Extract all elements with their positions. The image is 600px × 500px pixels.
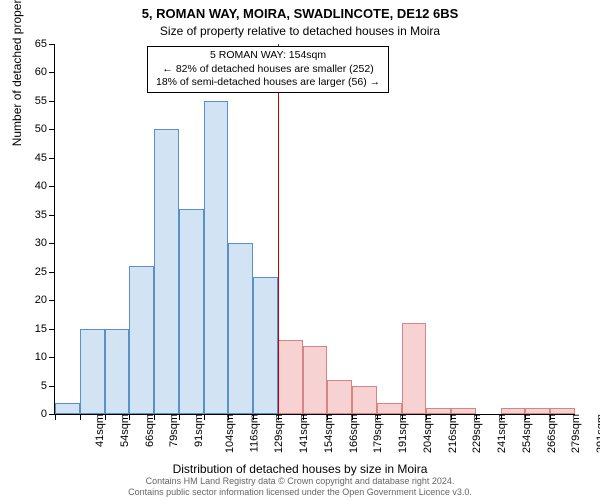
x-tick-label: 79sqm	[160, 414, 180, 447]
histogram-bar	[228, 243, 253, 414]
histogram-bar	[105, 329, 130, 414]
histogram-bar	[179, 209, 204, 414]
y-tick-label: 65	[35, 38, 55, 50]
x-tick	[204, 414, 205, 420]
x-tick	[426, 414, 427, 420]
y-tick-label: 10	[35, 351, 55, 363]
y-tick-label: 50	[35, 123, 55, 135]
x-tick	[80, 414, 81, 420]
histogram-bar	[451, 408, 476, 414]
x-tick-label: 279sqm	[563, 414, 583, 453]
x-tick	[377, 414, 378, 420]
x-tick	[451, 414, 452, 420]
y-tick-label: 45	[35, 152, 55, 164]
y-tick-label: 5	[41, 380, 55, 392]
x-tick-label: 191sqm	[389, 414, 409, 453]
x-tick	[179, 414, 180, 420]
x-axis-label: Distribution of detached houses by size …	[0, 462, 600, 476]
histogram-bar	[129, 266, 154, 414]
histogram-bar	[278, 340, 303, 414]
x-tick-label: 154sqm	[315, 414, 335, 453]
x-tick-label: 291sqm	[587, 414, 600, 453]
annotation-box: 5 ROMAN WAY: 154sqm← 82% of detached hou…	[147, 46, 389, 93]
x-tick-label: 116sqm	[240, 414, 260, 452]
plot-area: 0510152025303540455055606541sqm54sqm66sq…	[54, 44, 575, 415]
x-tick	[253, 414, 254, 420]
x-tick	[402, 414, 403, 420]
histogram-bar	[80, 329, 105, 414]
y-tick-label: 20	[35, 294, 55, 306]
x-tick-label: 204sqm	[414, 414, 434, 453]
histogram-bar	[303, 346, 328, 414]
x-tick	[476, 414, 477, 420]
x-tick	[228, 414, 229, 420]
annotation-line: 5 ROMAN WAY: 154sqm	[156, 49, 380, 63]
annotation-line: 18% of semi-detached houses are larger (…	[156, 76, 380, 90]
x-tick	[525, 414, 526, 420]
y-tick-label: 25	[35, 266, 55, 278]
histogram-bar	[352, 386, 377, 414]
reference-line	[278, 44, 279, 414]
x-tick	[327, 414, 328, 420]
x-tick-label: 266sqm	[538, 414, 558, 453]
x-tick-label: 241sqm	[488, 414, 508, 453]
x-tick	[352, 414, 353, 420]
attribution-line1: Contains HM Land Registry data © Crown c…	[0, 476, 600, 487]
x-tick-label: 104sqm	[216, 414, 236, 453]
y-tick-label: 60	[35, 66, 55, 78]
x-tick-label: 179sqm	[365, 414, 385, 453]
chart-container: 5, ROMAN WAY, MOIRA, SWADLINCOTE, DE12 6…	[0, 0, 600, 500]
y-tick-label: 35	[35, 209, 55, 221]
y-axis-label: Number of detached properties	[10, 0, 24, 146]
x-tick	[278, 414, 279, 420]
x-tick-label: 66sqm	[136, 414, 156, 447]
x-tick	[303, 414, 304, 420]
y-tick-label: 40	[35, 180, 55, 192]
x-tick	[501, 414, 502, 420]
x-tick-label: 41sqm	[86, 414, 106, 447]
histogram-bar	[377, 403, 402, 414]
x-tick-label: 254sqm	[513, 414, 533, 453]
y-tick-label: 0	[41, 408, 55, 420]
y-tick-label: 15	[35, 323, 55, 335]
x-tick-label: 141sqm	[290, 414, 310, 453]
y-tick-label: 55	[35, 95, 55, 107]
x-tick-label: 166sqm	[340, 414, 360, 453]
x-tick	[550, 414, 551, 420]
histogram-bar	[550, 408, 575, 414]
histogram-bar	[426, 408, 451, 414]
histogram-bar	[154, 129, 179, 414]
attribution-line2: Contains public sector information licen…	[0, 487, 600, 498]
histogram-bar	[525, 408, 550, 414]
x-tick	[105, 414, 106, 420]
x-tick-label: 229sqm	[464, 414, 484, 453]
histogram-bar	[501, 408, 526, 414]
attribution: Contains HM Land Registry data © Crown c…	[0, 476, 600, 498]
histogram-bar	[204, 101, 229, 414]
x-tick	[129, 414, 130, 420]
x-tick-label: 129sqm	[265, 414, 285, 453]
annotation-line: ← 82% of detached houses are smaller (25…	[156, 63, 380, 77]
x-tick	[55, 414, 56, 420]
chart-title-sub: Size of property relative to detached ho…	[0, 24, 600, 38]
x-tick-label: 216sqm	[439, 414, 459, 453]
histogram-bar	[55, 403, 80, 414]
chart-title-main: 5, ROMAN WAY, MOIRA, SWADLINCOTE, DE12 6…	[0, 6, 600, 21]
x-tick-label: 54sqm	[111, 414, 131, 447]
histogram-bar	[402, 323, 427, 414]
histogram-bar	[253, 277, 278, 414]
x-tick-label: 91sqm	[185, 414, 205, 447]
histogram-bar	[327, 380, 352, 414]
x-tick	[154, 414, 155, 420]
y-tick-label: 30	[35, 237, 55, 249]
